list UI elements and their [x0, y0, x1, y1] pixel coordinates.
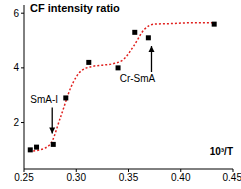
svg-text:6: 6: [13, 8, 19, 19]
svg-text:0.45: 0.45: [223, 172, 233, 183]
html-text:CF intensity ratio: CF intensity ratio: [30, 2, 120, 14]
svg-text:2: 2: [13, 117, 19, 128]
svg-text:0.40: 0.40: [171, 172, 191, 183]
svg-text:0.30: 0.30: [67, 172, 87, 183]
html-text:10³/T: 10³/T: [209, 146, 233, 157]
svg-text:4: 4: [13, 62, 19, 73]
svg-text:0.25: 0.25: [14, 172, 34, 183]
svg-text:Cr-SmA: Cr-SmA: [120, 73, 156, 84]
svg-text:0.35: 0.35: [119, 172, 139, 183]
svg-text:SmA-I: SmA-I: [30, 94, 58, 105]
